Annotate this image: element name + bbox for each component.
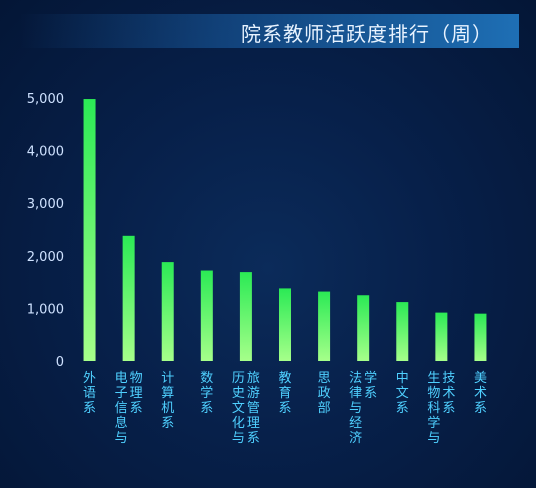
svg-text:系: 系 [442,401,455,416]
svg-text:物: 物 [427,386,440,401]
svg-text:算: 算 [161,386,174,401]
svg-text:管: 管 [247,401,260,416]
svg-text:学: 学 [364,370,377,386]
bar [83,99,96,361]
bar [435,312,448,361]
x-tick-label: 中文系 [396,371,409,416]
svg-text:系: 系 [474,401,487,416]
svg-text:育: 育 [278,385,291,401]
svg-text:信: 信 [115,401,128,416]
svg-text:游: 游 [247,386,260,401]
chart-title: 院系教师活跃度排行（周） [241,22,493,46]
y-tick-label: 2,000 [27,250,64,265]
svg-text:与: 与 [349,401,362,416]
x-tick-label: 美术系 [474,371,487,416]
svg-text:系: 系 [130,401,143,416]
svg-text:法: 法 [349,371,362,386]
bar [357,295,370,361]
svg-text:语: 语 [83,386,96,401]
svg-text:旅: 旅 [247,371,260,386]
svg-text:思: 思 [318,371,331,386]
svg-text:律: 律 [349,386,362,401]
x-tick-label: 数学系 [200,371,213,416]
svg-text:与: 与 [115,431,128,446]
svg-text:科: 科 [427,401,440,416]
svg-text:政: 政 [318,386,331,401]
svg-text:史: 史 [232,386,245,401]
svg-text:历: 历 [232,371,245,386]
y-tick-label: 1,000 [27,302,64,317]
bar [122,235,135,361]
y-tick-label: 4,000 [27,145,64,160]
svg-text:系: 系 [83,401,96,416]
bar [161,262,174,361]
svg-text:化: 化 [232,416,245,431]
svg-text:数: 数 [200,371,213,386]
y-tick-label: 0 [56,355,64,370]
svg-text:电: 电 [115,371,128,386]
svg-text:济: 济 [349,431,362,446]
svg-text:理: 理 [130,386,143,401]
bar [318,291,331,361]
svg-text:经: 经 [349,416,362,431]
x-tick-label: 思政部 [318,371,331,416]
svg-text:外: 外 [83,371,96,386]
svg-text:文: 文 [396,386,409,401]
svg-text:系: 系 [278,401,291,416]
bar [396,302,409,361]
svg-text:与: 与 [427,431,440,446]
y-axis: 0 1,000 2,000 3,000 4,000 5,000 [27,92,64,370]
y-tick-label: 3,000 [27,197,64,212]
svg-text:美: 美 [474,371,487,386]
svg-text:计: 计 [161,371,174,386]
svg-text:技: 技 [442,371,455,386]
svg-text:系: 系 [364,386,377,401]
title-bar: 院系教师活跃度排行（周） [20,14,519,48]
svg-text:子: 子 [115,386,128,401]
svg-text:部: 部 [318,401,331,416]
svg-text:理: 理 [247,416,260,431]
svg-text:文: 文 [232,401,245,416]
svg-text:系: 系 [161,416,174,431]
x-tick-label: 教育系 [278,370,291,416]
svg-text:与: 与 [232,431,245,446]
bar [200,270,213,361]
svg-text:系: 系 [200,401,213,416]
svg-text:学: 学 [427,415,440,431]
svg-text:物: 物 [130,371,143,386]
svg-text:息: 息 [115,415,128,431]
y-tick-label: 5,000 [27,92,64,107]
svg-text:机: 机 [161,401,174,416]
svg-text:学: 学 [200,385,213,401]
x-tick-label: 外语系 [83,371,96,416]
svg-text:系: 系 [396,401,409,416]
bar [474,313,487,361]
bar [279,288,291,361]
svg-text:中: 中 [396,371,409,386]
svg-text:生: 生 [427,371,440,386]
svg-text:教: 教 [278,370,291,386]
x-axis: 外语系物理系电子信息与计算机系数学系旅游管理系历史文化与教育系思政部学系法律与经… [83,370,487,446]
svg-text:系: 系 [247,431,260,446]
svg-text:术: 术 [474,386,487,401]
bars [83,99,487,361]
svg-text:术: 术 [442,386,455,401]
bar [239,272,252,361]
